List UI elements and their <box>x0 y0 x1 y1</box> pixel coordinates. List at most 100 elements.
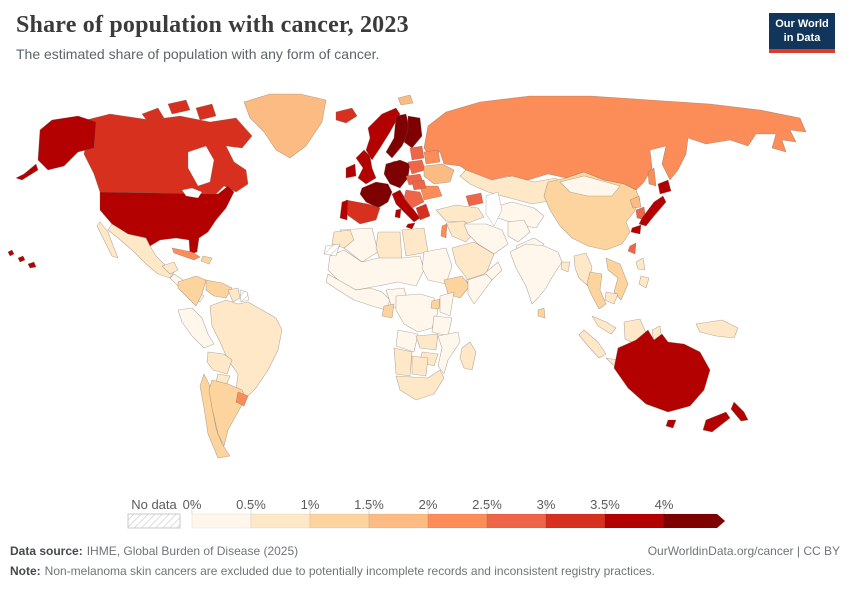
country-brazil[interactable]: Brazil — 0.5-1% <box>209 299 283 401</box>
country-venezuela[interactable]: Venezuela — 1-1.5% <box>205 279 233 299</box>
country-uk[interactable]: United Kingdom — 3.5-4% <box>355 149 377 185</box>
country-iran[interactable]: Iran — 0-0.5% <box>463 223 509 255</box>
country-hispaniola[interactable]: Dominican Republic & Haiti — 1-1.5% <box>200 255 213 265</box>
country-argentina[interactable]: Argentina — 1-1.5% <box>208 379 247 447</box>
country-philippines[interactable]: Philippines — 0.5-1% <box>638 275 650 289</box>
legend-bin-0-0.5%[interactable] <box>191 513 252 529</box>
owid-logo[interactable]: Our World in Data <box>769 13 835 53</box>
country-hungary[interactable]: Hungary — 2.5-3% <box>411 179 427 191</box>
country-australia[interactable]: Australia — 3.5-4% <box>665 419 677 429</box>
country-western_sahara[interactable]: Western Sahara — No data <box>323 243 341 257</box>
country-caucasus[interactable]: Caucasus — 2.5-3% <box>465 192 484 207</box>
country-bangladesh[interactable]: Bangladesh — 0.5-1% <box>560 261 571 273</box>
legend-bin-0.5-1%[interactable] <box>250 513 311 529</box>
country-ireland[interactable]: Ireland — 3.5-4% <box>345 163 357 179</box>
country-mexico[interactable]: Mexico — 0.5-1% <box>96 221 119 259</box>
country-peru[interactable]: Peru — 0-0.5% <box>177 307 215 349</box>
country-sweden[interactable]: Sweden — 4%+ <box>385 113 411 159</box>
country-french_guiana[interactable]: French Guiana — No data <box>239 289 250 303</box>
country-gabon[interactable]: Gabon — 1-1.5% <box>381 303 395 319</box>
country-new_zealand[interactable]: New Zealand — 3.5-4% <box>730 401 749 422</box>
credit-link[interactable]: OurWorldinData.org/cancer | CC BY <box>647 544 840 558</box>
data-source-value[interactable]: IHME, Global Burden of Disease (2025) <box>86 544 299 558</box>
country-uganda[interactable]: Uganda — 1-1.5% <box>430 298 441 310</box>
country-madagascar[interactable]: Madagascar — 0.5-1% <box>459 341 477 371</box>
country-sudan[interactable]: Sudan — 0-0.5% <box>421 247 453 285</box>
country-japan[interactable]: Japan — 3.5-4% <box>630 224 642 235</box>
country-afghanistan[interactable]: Afghanistan — 0-0.5% <box>507 219 531 243</box>
country-usa[interactable]: United States — 3.5-4% <box>7 249 15 257</box>
legend-bin-2.5-3%[interactable] <box>486 513 547 529</box>
country-thailand[interactable]: Thailand — 1-1.5% <box>586 271 607 310</box>
country-romania_bulgaria[interactable]: Romania & Bulgaria — 2-2.5% <box>419 185 443 201</box>
country-tanzania[interactable]: Tanzania — 0-0.5% <box>431 315 453 337</box>
country-ukraine[interactable]: Ukraine — 1.5-2% <box>423 163 455 185</box>
country-greece[interactable]: Greece — 3-3.5% <box>415 203 431 221</box>
country-australia[interactable]: Australia — 3.5-4% <box>613 329 711 413</box>
country-svalbard[interactable]: Svalbard — 1.5-2% <box>397 94 414 106</box>
country-new_guinea[interactable]: Papua New Guinea — 0.5-1% <box>695 319 739 339</box>
country-cambodia[interactable]: Cambodia — 0.5-1% <box>604 291 619 305</box>
country-mongolia[interactable]: Mongolia — 0-0.5% <box>559 175 621 197</box>
country-italy[interactable]: Italy — 3.5-4% <box>405 222 416 230</box>
country-canada[interactable]: Canada — 3-3.5% <box>77 113 253 195</box>
country-mexico[interactable]: Mexico — 0.5-1% <box>107 223 175 279</box>
country-germany_central[interactable]: Germany & Central Europe — 4%+ <box>383 159 411 189</box>
country-botswana[interactable]: Botswana — 0.5-1% <box>411 355 429 377</box>
country-portugal[interactable]: Portugal — 3.5-4% <box>339 199 349 221</box>
country-canada[interactable]: Canada — 3-3.5% <box>167 99 191 115</box>
country-india[interactable]: India — 0-0.5% <box>509 243 563 305</box>
country-israel_lebanon[interactable]: Israel & Lebanon — 2-2.5% <box>440 223 448 239</box>
country-somalia[interactable]: Somalia — 0-0.5% <box>467 273 493 305</box>
country-france[interactable]: France — 4%+ <box>359 181 393 209</box>
country-greenland[interactable]: Greenland — 1.5-2% <box>243 93 327 159</box>
legend-bin-3-3.5%[interactable] <box>545 513 606 529</box>
legend-bin-2-2.5%[interactable] <box>427 513 488 529</box>
country-sri_lanka[interactable]: Sri Lanka — 1-1.5% <box>537 307 546 319</box>
country-turkey[interactable]: Turkey — 0.5-1% <box>435 204 485 224</box>
country-mexico[interactable]: Mexico — 0.5-1% <box>161 261 179 275</box>
country-baltics[interactable]: Baltic states — 2.5-3% <box>409 145 425 161</box>
country-ethiopia[interactable]: Ethiopia — 1-1.5% <box>443 275 471 299</box>
country-new_zealand[interactable]: New Zealand — 3.5-4% <box>702 411 731 433</box>
country-south_africa[interactable]: South Africa — 0.5-1% <box>395 369 445 401</box>
country-guyana_suriname[interactable]: Guyana & Suriname — 0.5-1% <box>227 287 241 303</box>
country-canada[interactable]: Canada — 3-3.5% <box>195 103 217 121</box>
country-balkans[interactable]: Balkans — 2.5-3% <box>403 189 425 209</box>
country-angola[interactable]: Angola — 0-0.5% <box>395 329 419 353</box>
country-usa[interactable]: United States — 3.5-4% <box>99 185 235 255</box>
country-canada[interactable]: Canada — 3-3.5% <box>141 107 165 123</box>
country-cuba[interactable]: Cuba — 2-2.5% <box>171 247 201 261</box>
country-kenya[interactable]: Kenya — 0-0.5% <box>439 291 455 317</box>
country-japan[interactable]: Japan — 3.5-4% <box>638 195 667 227</box>
legend-no-data-swatch[interactable] <box>127 513 181 529</box>
country-usa[interactable]: United States — 3.5-4% <box>15 163 39 181</box>
country-japan[interactable]: Japan — 3.5-4% <box>657 179 672 195</box>
country-norway[interactable]: Norway — 3.5-4% <box>365 107 401 161</box>
country-north_korea[interactable]: North Korea — 1.5-2% <box>629 195 642 209</box>
country-libya[interactable]: Libya — 0.5-1% <box>375 231 403 261</box>
country-zambia[interactable]: Zambia — 0.5-1% <box>415 333 439 351</box>
legend-bin-1-1.5%[interactable] <box>309 513 370 529</box>
country-belarus[interactable]: Belarus — 2-2.5% <box>423 149 441 165</box>
country-uruguay[interactable]: Uruguay — 2-2.5% <box>235 391 249 407</box>
country-usa[interactable]: United States — 3.5-4% <box>17 255 26 263</box>
country-usa[interactable]: United States — 3.5-4% <box>27 261 37 269</box>
country-philippines[interactable]: Philippines — 0.5-1% <box>635 257 646 271</box>
country-poland[interactable]: Poland — 2.5-3% <box>407 159 426 175</box>
country-russia[interactable]: Russia — 2-2.5% <box>647 167 657 187</box>
country-colombia[interactable]: Colombia — 1-1.5% <box>177 275 207 307</box>
country-iceland[interactable]: Iceland — 3-3.5% <box>335 107 358 124</box>
country-morocco[interactable]: Morocco — 0.5-1% <box>331 229 355 249</box>
legend-bin-4%+[interactable] <box>663 513 726 529</box>
country-mozambique[interactable]: Mozambique — 0-0.5% <box>437 331 461 375</box>
country-malaysia[interactable]: Malaysia — 0.5-1% <box>591 315 617 335</box>
country-italy[interactable]: Italy — 3.5-4% <box>394 208 402 219</box>
country-namibia[interactable]: Namibia — 0.5-1% <box>393 347 413 377</box>
country-china[interactable]: China — 1-1.5% <box>543 171 641 251</box>
country-usa[interactable]: United States — 3.5-4% <box>37 115 97 171</box>
country-indonesia[interactable]: Indonesia — 0.5-1% <box>578 329 607 359</box>
legend-bin-1.5-2%[interactable] <box>368 513 429 529</box>
legend-bin-3.5-4%[interactable] <box>604 513 665 529</box>
country-taiwan[interactable]: Taiwan — 2.5-3% <box>627 242 637 255</box>
